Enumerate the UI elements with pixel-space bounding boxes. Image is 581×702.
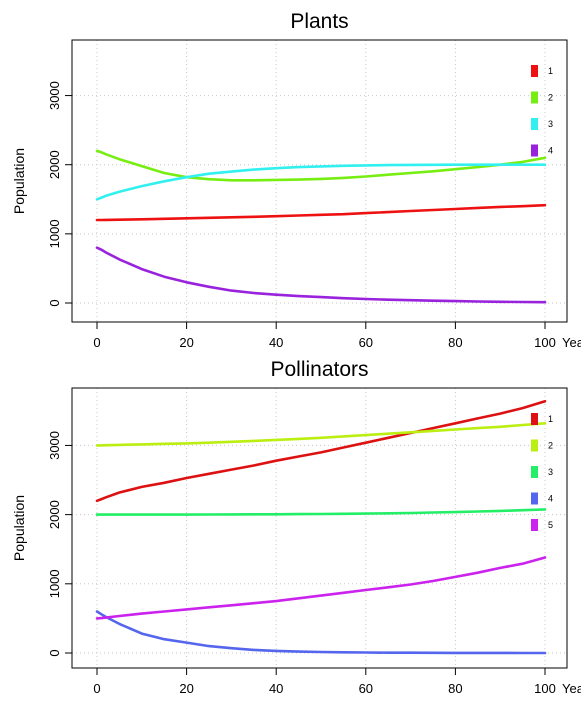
y-tick-label: 1000 <box>47 569 62 598</box>
legend-label-1: 1 <box>548 414 553 424</box>
legend-swatch-1 <box>531 413 538 425</box>
x-tick-label: 20 <box>179 681 193 696</box>
series-line-3 <box>95 508 547 516</box>
y-axis-label: Population <box>11 495 27 561</box>
legend-label-2: 2 <box>548 93 553 103</box>
plot-frame <box>71 387 568 669</box>
x-unit-label: Years <box>562 335 581 350</box>
x-tick-label: 60 <box>359 681 373 696</box>
legend-label-1: 1 <box>548 66 553 76</box>
x-tick-label: 80 <box>448 335 462 350</box>
series-line-4 <box>95 610 547 655</box>
x-tick-label: 60 <box>359 335 373 350</box>
chart-title: Pollinators <box>270 358 368 381</box>
x-tick-label: 40 <box>269 681 283 696</box>
series-line-3 <box>95 163 547 201</box>
legend-label-4: 4 <box>548 494 553 504</box>
legend-swatch-4 <box>531 144 538 157</box>
series-line-2 <box>95 421 547 447</box>
legend-swatch-1 <box>531 65 538 77</box>
legend-label-5: 5 <box>548 520 553 530</box>
y-tick-label: 2000 <box>47 150 62 179</box>
x-tick-label: 20 <box>179 335 193 350</box>
series-line-5 <box>95 556 547 620</box>
x-tick-label: 80 <box>448 681 462 696</box>
legend-swatch-4 <box>531 492 538 505</box>
y-tick-label: 0 <box>47 649 62 656</box>
series-line-2 <box>95 149 547 182</box>
legend-swatch-2 <box>531 439 538 452</box>
legend-label-2: 2 <box>548 441 553 451</box>
legend-label-4: 4 <box>548 146 553 156</box>
legend-swatch-3 <box>531 466 538 478</box>
y-tick-label: 2000 <box>47 500 62 529</box>
plants-panel: Plants 0 20 40 60 80 100 Years 0 1000 2000 3000 Popu… <box>11 10 581 350</box>
y-tick-label: 1000 <box>47 219 62 248</box>
pollinators-panel: Pollinators 0 20 40 60 80 100 Years 0 1000 2000 300… <box>11 358 581 696</box>
x-tick-label: 40 <box>269 335 283 350</box>
series-line-1 <box>95 399 547 503</box>
x-tick-label: 0 <box>93 335 100 350</box>
x-tick-label: 100 <box>534 335 556 350</box>
x-unit-label: Years <box>562 681 581 696</box>
plot-frame <box>71 39 568 323</box>
y-tick-label: 3000 <box>47 81 62 110</box>
x-tick-label: 100 <box>534 681 556 696</box>
series-line-1 <box>95 203 547 222</box>
legend-swatch-3 <box>531 118 538 130</box>
legend-swatch-2 <box>531 91 538 104</box>
legend-label-3: 3 <box>548 119 553 129</box>
series-line-4 <box>95 246 547 304</box>
legend-swatch-5 <box>531 519 538 531</box>
y-axis-label: Population <box>11 148 27 214</box>
legend-label-3: 3 <box>548 467 553 477</box>
y-tick-label: 0 <box>47 299 62 306</box>
chart-title: Plants <box>290 10 348 33</box>
y-tick-label: 3000 <box>47 431 62 460</box>
x-tick-label: 0 <box>93 681 100 696</box>
